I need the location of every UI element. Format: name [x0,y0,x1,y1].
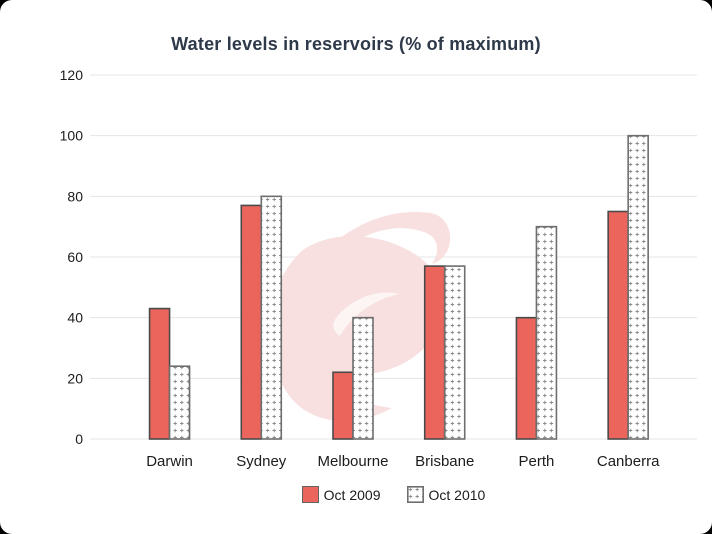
legend-swatch-solid-icon [301,486,319,503]
y-tick-label-100: 100 [60,128,84,144]
bar-melbourne-oct-2010 [352,316,374,440]
bar-canberra-oct-2009 [607,210,629,440]
y-tick-label-0: 0 [75,431,83,447]
y-tick-label-60: 60 [67,249,83,265]
y-tick-label-80: 80 [67,188,83,204]
legend-swatch-dotted-icon [406,486,424,503]
x-label-sydney: Sydney [236,453,287,470]
y-tick-label-40: 40 [67,310,83,326]
x-axis-labels: Darwin Sydney Melbourne Brisbane Perth Canber… [146,453,660,470]
bar-darwin-oct-2010 [168,365,191,440]
bar-perth-oct-2010 [535,225,558,440]
x-label-melbourne: Melbourne [318,453,389,470]
x-label-perth: Perth [519,453,555,470]
watermark-highlight [333,292,400,336]
legend-label-oct-2009: Oct 2009 [323,486,381,503]
legend-item-oct-2010[interactable]: Oct 2010 [406,486,486,503]
bar-sydney-oct-2009 [240,204,263,440]
bar-brisbane-oct-2009 [423,265,446,440]
x-label-darwin: Darwin [146,453,193,470]
bar-perth-oct-2009 [515,316,538,440]
bars-layer [148,134,649,440]
bar-chart: 0 20 40 60 80 100 120 Darwin Sydney Melbourne Bri… [60,67,697,470]
y-tick-label-20: 20 [67,370,83,386]
legend: Oct 2009 Oct 2010 [90,486,697,503]
x-label-brisbane: Brisbane [415,453,474,470]
bar-canberra-oct-2010 [627,134,649,440]
legend-label-oct-2010: Oct 2010 [428,486,486,503]
bar-sydney-oct-2010 [260,195,283,440]
x-label-canberra: Canberra [597,453,660,470]
y-tick-label-120: 120 [60,67,84,83]
legend-item-oct-2009[interactable]: Oct 2009 [301,486,381,503]
grid-layer: 0 20 40 60 80 100 120 [60,67,697,447]
bar-brisbane-oct-2010 [443,265,466,440]
bar-darwin-oct-2009 [148,307,171,440]
chart-title: Water levels in reservoirs (% of maximum… [171,34,541,54]
bar-melbourne-oct-2009 [332,371,354,440]
